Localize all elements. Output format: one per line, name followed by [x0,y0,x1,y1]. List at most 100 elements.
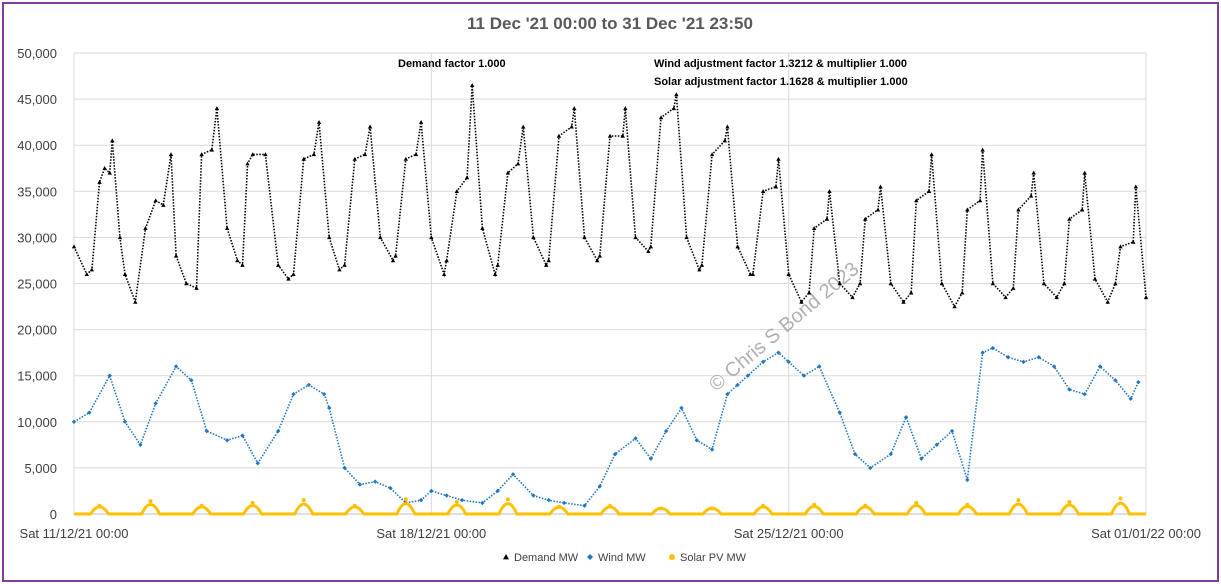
data-point [725,391,730,397]
plot-area [71,83,1149,516]
data-point [367,124,373,129]
data-point [799,299,804,304]
data-point [97,503,102,508]
data-point [138,442,143,448]
data-point [990,281,996,286]
data-point [372,479,378,484]
data-point [709,447,715,452]
data-point [929,152,934,157]
data-point [110,138,115,143]
data-point [255,461,260,466]
data-point [153,198,158,203]
data-point [161,202,166,207]
data-point [173,253,179,258]
data-point [965,502,970,507]
data-point [327,405,332,411]
y-tick-label: 40,000 [17,138,57,153]
y-tick-label: 30,000 [17,230,57,245]
data-point [1131,239,1136,244]
data-point [674,92,679,97]
data-point [1028,193,1034,198]
data-point [888,281,893,286]
data-point [1128,396,1133,401]
data-point [648,244,654,249]
data-point [868,465,873,471]
data-point [153,401,158,406]
data-point [1005,355,1011,360]
data-point [199,152,204,157]
data-point [122,272,128,277]
data-point [1011,285,1016,290]
legend-marker [587,554,593,560]
data-point [306,382,312,388]
x-tick-label: Sat 01/01/22 00:00 [1091,526,1201,541]
data-point [750,272,756,277]
data-point [321,391,327,397]
data-point [429,488,434,494]
y-tick-label: 10,000 [17,415,57,430]
data-point [710,506,715,511]
data-point [1113,378,1118,383]
y-tick-label: 25,000 [17,277,57,292]
data-point [1113,281,1118,286]
data-point [510,472,516,477]
data-point [607,133,613,138]
data-point [1062,281,1067,286]
data-point [102,166,107,171]
legend-label: Demand MW [514,552,579,564]
data-point [709,152,715,157]
data-point [817,364,822,369]
y-tick-label: 50,000 [17,46,57,61]
data-point [495,262,500,267]
data-point [521,124,526,129]
data-point [117,235,123,240]
data-point [543,262,549,267]
data-point [184,281,189,286]
data-point [1097,364,1103,369]
data-point [888,451,893,457]
data-point [1021,359,1026,365]
data-point [291,391,296,397]
data-point [561,500,567,506]
x-tick-label: Sat 18/12/21 00:00 [376,526,486,541]
data-point [878,184,883,189]
data-point [194,285,199,290]
data-point [694,438,699,443]
x-tick-label: Sat 11/12/21 00:00 [20,526,129,541]
data-point [327,235,332,240]
data-point [429,235,434,240]
data-point [459,497,465,503]
data-point [1067,387,1072,392]
data-point [1082,170,1087,175]
data-point [362,152,368,157]
data-point [301,156,306,161]
data-point [1016,207,1021,212]
data-point [633,436,638,441]
data-point [464,175,470,180]
data-point [671,106,677,111]
data-point [648,456,654,461]
data-point [919,456,924,461]
data-point [725,124,730,129]
data-point [760,189,766,194]
data-point [1082,391,1087,397]
y-tick-label: 20,000 [17,323,57,338]
legend-item: Solar PV MW [669,552,747,564]
series-demand-mw [71,83,1149,309]
data-point [84,272,89,277]
data-point [546,497,551,503]
data-point [901,299,906,304]
data-point [582,235,587,240]
data-point [342,465,347,471]
data-point [811,225,817,230]
series-trace [73,85,1147,309]
data-point [569,124,574,129]
data-point [1079,207,1085,212]
data-point [143,225,148,230]
data-point [679,405,684,411]
chart-title: 11 Dec '21 00:00 to 31 Dec '21 23:50 [467,14,753,33]
data-point [852,451,858,457]
data-point [1143,295,1149,300]
data-point [189,378,194,383]
